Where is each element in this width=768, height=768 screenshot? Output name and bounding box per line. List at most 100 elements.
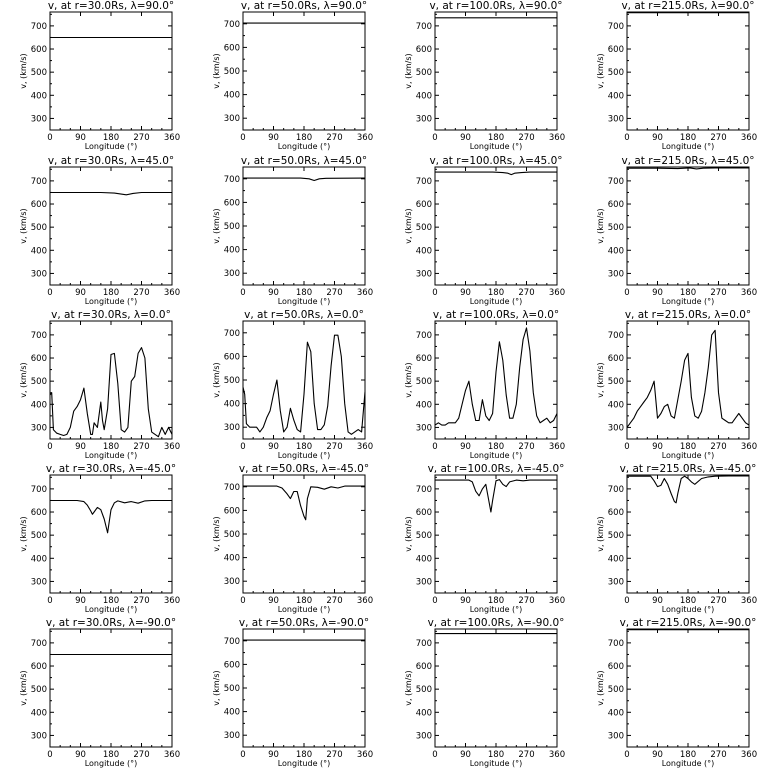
x-tick-label: 270	[133, 288, 149, 298]
y-tick-label: 300	[608, 731, 624, 741]
x-tick-label: 90	[75, 288, 86, 298]
x-tick-label: 180	[296, 133, 312, 143]
y-axis-label: v, (km/s)	[596, 208, 605, 243]
y-tick-label: 600	[608, 45, 624, 55]
x-tick-label: 0	[624, 750, 629, 760]
x-tick-label: 180	[680, 596, 696, 606]
y-tick-label: 400	[31, 91, 47, 101]
x-tick-label: 270	[710, 596, 726, 606]
panel: v, at r=30.0Rs, λ=90.0° 0 90 180 270 360 300 40…	[19, 0, 180, 151]
x-tick-label: 270	[326, 750, 342, 760]
x-tick-label: 270	[133, 750, 149, 760]
x-tick-label: 180	[103, 133, 119, 143]
x-axis-label: Longitude (°)	[662, 142, 715, 151]
x-axis-label: Longitude (°)	[278, 759, 331, 768]
x-tick-label: 360	[549, 288, 565, 298]
y-axis-label: v, (km/s)	[212, 362, 221, 397]
y-tick-label: 600	[224, 43, 240, 53]
x-tick-label: 0	[47, 288, 52, 298]
y-tick-label: 300	[224, 114, 240, 124]
x-tick-label: 0	[240, 442, 245, 452]
y-tick-label: 300	[416, 577, 432, 587]
x-tick-label: 0	[624, 288, 629, 298]
panel: v, at r=215.0Rs, λ=-45.0° 0 90 180 270 360 300…	[596, 463, 757, 614]
y-tick-label: 300	[416, 423, 432, 433]
panel-title: v, at r=215.0Rs, λ=-90.0°	[620, 617, 757, 629]
x-tick-label: 90	[460, 288, 471, 298]
x-tick-label: 90	[460, 596, 471, 606]
y-tick-label: 600	[416, 200, 432, 210]
y-axis-label: v, (km/s)	[404, 670, 413, 705]
panel: v, at r=50.0Rs, λ=90.0° 0 90 180 270 360 300 40…	[212, 0, 373, 151]
y-tick-label: 300	[31, 269, 47, 279]
y-tick-label: 700	[416, 639, 432, 649]
plot-frame	[626, 628, 750, 748]
series-line	[435, 171, 557, 176]
panel: v, at r=215.0Rs, λ=45.0° 0 90 180 270 360 300 4…	[596, 155, 757, 306]
y-tick-label: 300	[224, 731, 240, 741]
panel-title: v, at r=30.0Rs, λ=-45.0°	[46, 463, 176, 475]
panel: v, at r=50.0Rs, λ=0.0° 0 90 180 270 360 300 400…	[212, 309, 373, 460]
x-tick-label: 360	[741, 596, 757, 606]
x-tick-label: 180	[103, 288, 119, 298]
x-tick-label: 180	[488, 133, 504, 143]
y-tick-label: 300	[608, 114, 624, 124]
panel-title: v, at r=30.0Rs, λ=-90.0°	[46, 617, 176, 629]
y-tick-label: 500	[608, 68, 624, 78]
x-tick-label: 360	[357, 596, 373, 606]
y-tick-label: 500	[416, 223, 432, 233]
plot-frame	[242, 166, 366, 286]
y-tick-label: 700	[31, 177, 47, 187]
x-tick-label: 180	[296, 750, 312, 760]
x-axis-label: Longitude (°)	[662, 759, 715, 768]
y-tick-label: 700	[31, 485, 47, 495]
x-axis-label: Longitude (°)	[662, 605, 715, 614]
y-tick-label: 700	[224, 637, 240, 647]
x-tick-label: 90	[268, 133, 279, 143]
x-tick-label: 180	[103, 596, 119, 606]
panel-title: v, at r=100.0Rs, λ=-45.0°	[428, 463, 565, 475]
x-tick-label: 270	[518, 596, 534, 606]
y-tick-label: 300	[224, 423, 240, 433]
plot-frame	[49, 628, 173, 748]
y-tick-label: 400	[608, 400, 624, 410]
series-line	[242, 334, 366, 435]
x-axis-label: Longitude (°)	[278, 451, 331, 460]
x-tick-label: 270	[133, 133, 149, 143]
panel: v, at r=30.0Rs, λ=0.0° 0 90 180 270 360 300 400…	[19, 309, 180, 460]
series-line	[243, 485, 365, 521]
x-tick-label: 90	[268, 288, 279, 298]
plot-frame	[434, 474, 558, 594]
y-tick-label: 600	[224, 352, 240, 362]
x-tick-label: 360	[357, 442, 373, 452]
series-line	[626, 329, 750, 428]
x-tick-label: 270	[518, 750, 534, 760]
panel-title: v, at r=50.0Rs, λ=45.0°	[241, 155, 367, 167]
y-tick-label: 400	[608, 708, 624, 718]
y-axis-label: v, (km/s)	[404, 53, 413, 88]
x-tick-label: 0	[240, 596, 245, 606]
panel: v, at r=100.0Rs, λ=90.0° 0 90 180 270 360 300 4…	[404, 0, 565, 151]
y-tick-label: 600	[416, 354, 432, 364]
x-axis-label: Longitude (°)	[470, 297, 523, 306]
y-axis-label: v, (km/s)	[404, 516, 413, 551]
series-line	[243, 177, 366, 182]
x-tick-label: 270	[133, 442, 149, 452]
x-tick-label: 270	[518, 288, 534, 298]
y-tick-label: 400	[416, 708, 432, 718]
y-tick-label: 700	[416, 331, 432, 341]
panel-title: v, at r=215.0Rs, λ=0.0°	[625, 309, 751, 321]
x-tick-label: 0	[432, 750, 437, 760]
x-tick-label: 90	[460, 442, 471, 452]
series-line	[627, 167, 749, 170]
plot-frame	[49, 320, 173, 440]
x-tick-label: 360	[741, 750, 757, 760]
y-tick-label: 700	[608, 639, 624, 649]
x-tick-label: 90	[652, 288, 663, 298]
x-tick-label: 180	[488, 288, 504, 298]
y-tick-label: 500	[416, 377, 432, 387]
y-axis-label: v, (km/s)	[596, 53, 605, 88]
panel-title: v, at r=100.0Rs, λ=-90.0°	[428, 617, 565, 629]
x-tick-label: 90	[75, 133, 86, 143]
